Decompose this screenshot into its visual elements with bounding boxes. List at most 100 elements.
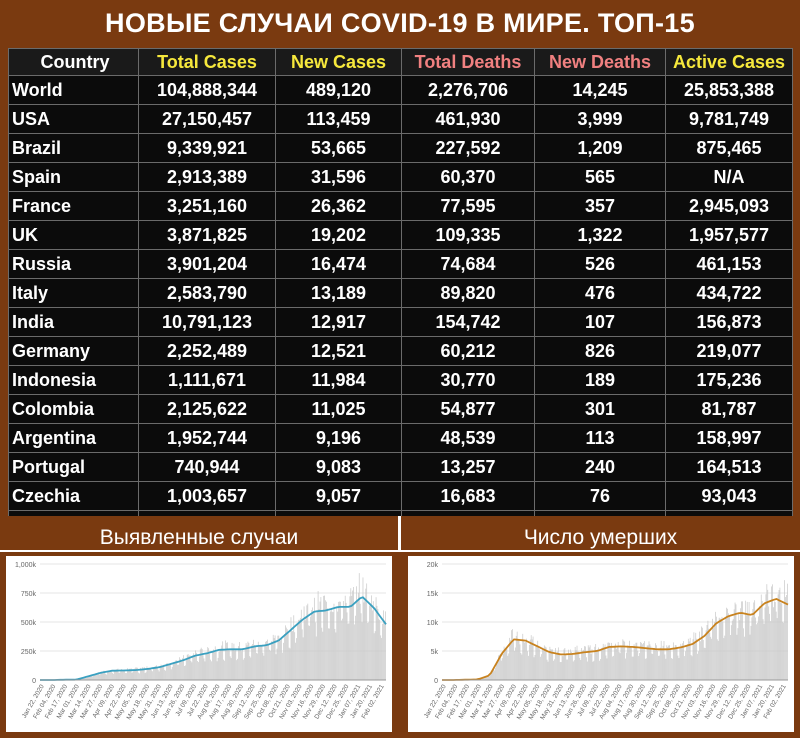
daily-bar: [149, 667, 151, 680]
daily-bar: [217, 657, 219, 680]
daily-bar: [325, 600, 326, 680]
daily-bar: [647, 645, 649, 680]
value-cell: 76: [534, 481, 666, 511]
daily-bar: [366, 583, 368, 680]
daily-bar: [744, 600, 746, 680]
daily-bar: [204, 661, 206, 680]
daily-bar: [551, 649, 553, 680]
daily-bar: [628, 647, 629, 680]
daily-bar: [256, 653, 258, 680]
daily-bar: [140, 668, 142, 680]
daily-bar: [302, 637, 304, 680]
daily-bar: [629, 647, 631, 680]
daily-bar: [370, 604, 371, 680]
daily-bar: [259, 646, 261, 680]
daily-bar: [297, 624, 298, 680]
daily-bar: [688, 641, 690, 680]
daily-bar: [728, 613, 729, 680]
daily-bar: [622, 639, 624, 680]
daily-bar: [222, 641, 224, 680]
daily-bar: [713, 628, 714, 680]
daily-bar: [381, 637, 383, 680]
daily-bar: [244, 648, 246, 680]
daily-bar: [283, 642, 284, 680]
daily-bar: [515, 635, 517, 680]
country-cell: Spain: [8, 162, 139, 192]
daily-bar: [108, 671, 109, 680]
daily-bar: [267, 639, 268, 680]
daily-bar: [637, 650, 639, 680]
daily-bar: [271, 641, 273, 680]
daily-bar: [603, 646, 605, 680]
daily-bar: [539, 649, 540, 680]
daily-bar: [167, 663, 168, 680]
daily-bar: [323, 595, 325, 680]
daily-bar: [307, 603, 309, 680]
daily-bar: [774, 602, 776, 680]
daily-bar: [575, 650, 577, 680]
daily-bar: [305, 617, 307, 680]
daily-bar: [593, 660, 595, 680]
daily-bar: [617, 642, 619, 680]
daily-bar: [103, 670, 105, 680]
daily-bar: [128, 668, 130, 680]
daily-bar: [567, 659, 569, 680]
daily-bar: [314, 622, 316, 680]
daily-bar: [711, 638, 713, 680]
daily-bar: [155, 665, 157, 680]
country-cell: Italy: [8, 278, 139, 308]
daily-bar: [380, 635, 382, 680]
daily-bar: [144, 673, 146, 680]
daily-bar: [277, 635, 279, 680]
daily-bar: [639, 653, 641, 680]
daily-bar: [281, 637, 282, 680]
value-cell: 30,770: [401, 365, 535, 395]
daily-bar: [608, 642, 610, 680]
daily-bar: [198, 656, 200, 680]
daily-bar: [158, 671, 160, 680]
table-row: USA 27,150,457 113,459 461,930 3,999 9,781,74…: [8, 104, 793, 134]
daily-bar: [765, 594, 767, 680]
daily-bar: [313, 597, 315, 680]
daily-bar: [641, 642, 642, 680]
daily-bar: [675, 645, 677, 680]
daily-bar: [117, 668, 119, 680]
daily-bar: [500, 660, 502, 680]
value-cell: 11,025: [275, 394, 402, 424]
daily-bar: [188, 655, 190, 680]
daily-bar: [153, 668, 154, 680]
table-row: Colombia 2,125,622 11,025 54,877 301 81,787: [8, 394, 793, 424]
value-cell: 3,871,825: [138, 220, 276, 250]
daily-bar: [210, 659, 211, 680]
daily-bar: [661, 649, 663, 680]
daily-bar: [778, 590, 780, 680]
daily-bar: [83, 677, 85, 680]
daily-bar: [630, 646, 632, 680]
value-cell: 60,212: [401, 336, 535, 366]
daily-bar: [550, 649, 552, 680]
daily-bar: [317, 591, 319, 680]
value-cell: 109,335: [401, 220, 535, 250]
daily-bar: [705, 630, 707, 680]
daily-bar: [561, 655, 563, 680]
daily-bar: [482, 678, 483, 680]
daily-bar: [354, 624, 355, 680]
daily-bar: [298, 619, 299, 680]
country-cell: Russia: [8, 249, 139, 279]
value-cell: 60,370: [401, 162, 535, 192]
daily-bar: [223, 659, 224, 680]
daily-bar: [754, 600, 756, 680]
daily-bar: [172, 663, 174, 680]
y-tick-label: 5k: [431, 649, 439, 656]
daily-bar: [589, 645, 591, 680]
value-cell: 81,787: [665, 394, 793, 424]
daily-bar: [264, 644, 266, 680]
table-row: World 104,888,344 489,120 2,276,706 14,245 25…: [8, 75, 793, 105]
daily-bar: [514, 647, 516, 680]
value-cell: 12,521: [275, 336, 402, 366]
daily-bar: [685, 651, 686, 680]
daily-bar: [658, 655, 659, 680]
daily-bar: [87, 675, 89, 680]
daily-bar: [301, 629, 303, 680]
daily-bar: [605, 655, 607, 680]
